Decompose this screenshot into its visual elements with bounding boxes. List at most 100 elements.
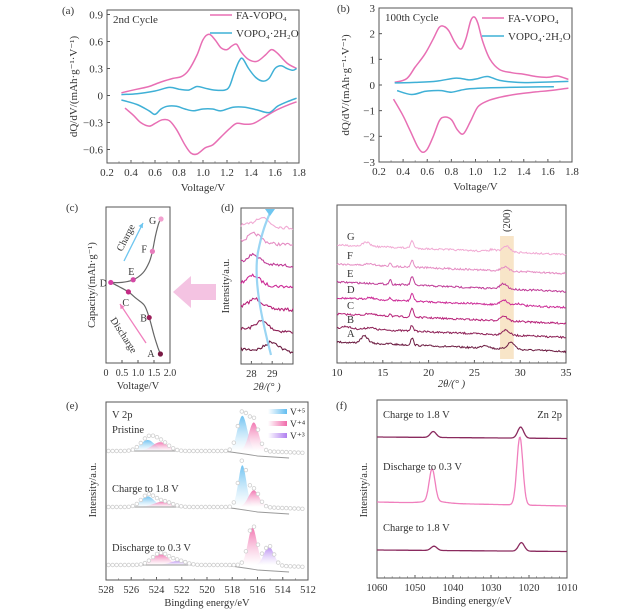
plot-frame (240, 207, 294, 365)
xps-data-point (191, 448, 196, 454)
xps-data-point (292, 450, 297, 455)
zn-trace-middle (377, 436, 567, 507)
xps-data-point (195, 448, 200, 454)
xps-data-point (191, 504, 196, 510)
xps-data-point (255, 491, 261, 497)
xps-data-point (106, 504, 111, 510)
xps-data-point (142, 560, 148, 566)
state-point-d (108, 279, 114, 286)
x-tick-label: 0.4 (124, 167, 138, 179)
xps-data-point (267, 544, 273, 549)
y-axis-label: Intensity/a.u. (221, 259, 232, 314)
xps-data-point (207, 562, 212, 568)
plot-frame (336, 204, 567, 364)
y-axis-label: Capacity/(mAh·g⁻¹) (87, 242, 98, 328)
xrd-zoom-trace-f (240, 231, 294, 247)
xps-component-v5 (119, 496, 177, 507)
charge-arrowhead-icon (138, 223, 143, 229)
xps-data-point (219, 504, 224, 510)
xps-data-point (259, 499, 265, 504)
panel-label: (d) (221, 202, 234, 214)
xps-data-point (219, 562, 224, 568)
xps-data-point (211, 562, 216, 568)
xps-data-point (272, 449, 277, 454)
x-tick-label: 29 (267, 369, 278, 380)
state-label: E (128, 267, 134, 278)
xps-data-point (142, 493, 148, 498)
transition-arrow-icon (173, 276, 216, 308)
series-line-fa-vopo4-discharge (392, 87, 569, 154)
xrd-zoom-trace-c (240, 296, 294, 313)
x-tick-label: 0.4 (396, 166, 410, 178)
x-tick-label: 1.0 (132, 368, 145, 379)
x-tick-label: 1.0 (469, 166, 483, 178)
spectrum-label: Discharge to 0.3 V (112, 543, 191, 554)
xps-data-point (215, 562, 220, 568)
discharge-arrow-icon (119, 303, 147, 344)
xps-data-point (235, 423, 240, 429)
series-line-vopo4-2h2o-charge (121, 57, 297, 96)
xrd-trace-g (336, 239, 567, 256)
xps-data-point (158, 550, 164, 555)
xps-data-point (138, 497, 143, 503)
legend-swatch (268, 433, 287, 438)
discharge-annotation: Discharge (107, 316, 139, 356)
xps-data-point (162, 498, 168, 504)
x-tick-label: 524 (149, 585, 166, 596)
xps-data-point (300, 450, 305, 455)
discharge-arrowhead-icon (120, 304, 125, 310)
xrd-trace-label: E (347, 269, 353, 280)
xrd-trace-label: F (347, 251, 353, 262)
x-tick-label: 0.6 (420, 166, 434, 178)
xps-data-point (255, 427, 261, 432)
xps-data-point (288, 564, 293, 569)
xps-data-point (247, 483, 253, 488)
y-tick-label: 0 (98, 91, 104, 103)
xrd-trace-c (336, 307, 567, 325)
xps-data-point (118, 504, 123, 510)
legend-label: V⁺³ (290, 432, 305, 442)
panel-label: (e) (66, 400, 79, 412)
xps-data-point (122, 448, 127, 454)
xrd-trace-label: A (347, 329, 355, 340)
series-line-vopo4-2h2o-discharge (396, 86, 554, 96)
x-tick-label: 2.0 (164, 368, 177, 379)
y-tick-label: −2 (363, 131, 375, 143)
xps-data-point (227, 504, 232, 509)
xps-data-point (199, 448, 204, 454)
xps-data-point (284, 563, 289, 569)
xps-data-point (251, 524, 257, 529)
xps-data-point (211, 448, 216, 454)
xps-data-point (263, 503, 269, 509)
xps-data-point (296, 564, 301, 569)
x-tick-label: 1.6 (268, 167, 282, 179)
xps-data-point (247, 414, 253, 419)
xps-data-point (170, 501, 176, 507)
xps-data-point (106, 448, 111, 454)
xps-data-point (130, 447, 135, 452)
xps-data-point (284, 449, 289, 455)
xrd-trace-label: C (347, 301, 354, 312)
xps-data-point (211, 504, 216, 510)
zn-trace-top (377, 426, 567, 440)
chart-title: V 2p (112, 410, 133, 421)
xps-data-point (243, 410, 249, 416)
x-tick-label: 1010 (557, 583, 578, 594)
y-tick-label: 0.6 (89, 37, 103, 49)
x-axis-label: Binding energy/eV (432, 596, 512, 607)
y-axis-label: Intensity/a.u. (359, 463, 370, 518)
xps-data-point (247, 528, 253, 533)
xrd-trace-f (336, 259, 566, 275)
xps-data-point (187, 448, 192, 454)
xps-data-point (251, 486, 257, 491)
x-tick-label: 1.5 (148, 368, 161, 379)
y-axis-label: dQ/dV/(mAh·g⁻¹·V⁻¹) (68, 36, 80, 138)
peak-shift-arrowhead-icon (265, 209, 275, 216)
xps-data-point (170, 446, 176, 451)
xps-data-point (203, 562, 208, 568)
xps-data-point (118, 448, 123, 454)
xps-data-point (178, 448, 184, 453)
legend-label: VOPO₄·2H₂O (236, 28, 299, 40)
xps-data-point (150, 433, 156, 438)
zn-trace-bottom (377, 541, 567, 553)
